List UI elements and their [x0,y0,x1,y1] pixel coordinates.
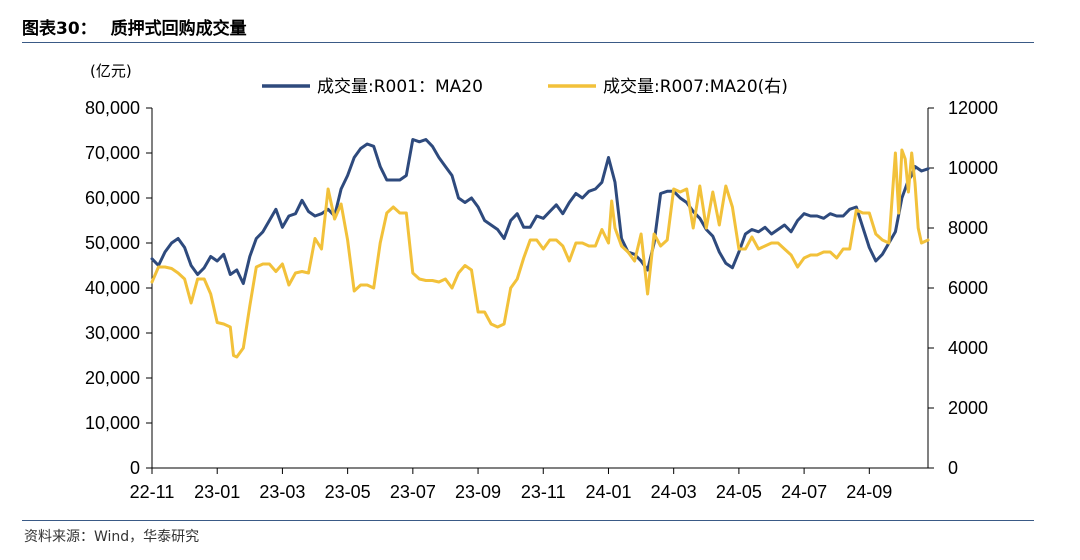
right-tick-label: 12000 [948,98,998,118]
right-tick-label: 8000 [948,218,988,238]
x-tick-label: 22-11 [130,482,175,502]
right-tick-label: 10000 [948,158,998,178]
right-tick-label: 2000 [948,398,988,418]
figure-header: 图表30： 质押式回购成交量 [22,14,1034,43]
x-tick-label: 23-07 [390,482,436,502]
x-tick-label: 24-07 [781,482,827,502]
left-tick-label: 10,000 [85,413,140,433]
x-tick-label: 23-01 [194,482,240,502]
legend-label-r001: 成交量:R001：MA20 [317,77,483,97]
figure-title-text: 质押式回购成交量 [110,19,247,39]
right-tick-label: 0 [948,458,958,478]
left-tick-label: 80,000 [85,98,140,118]
right-tick-label: 4000 [948,338,988,358]
x-tick-label: 24-09 [846,482,892,502]
axes: 0 10,000 20,000 30,000 40,000 50,000 60,000 70,… [85,98,998,502]
left-tick-label: 40,000 [85,278,140,298]
right-tick-label: 6000 [948,278,988,298]
left-tick-label: 70,000 [85,143,140,163]
left-tick-label: 20,000 [85,368,140,388]
x-tick-label: 24-05 [716,482,762,502]
series-line-r001 [150,138,930,285]
left-tick-label: 50,000 [85,233,140,253]
left-axis-unit: (亿元) [90,62,132,80]
figure-title: 图表30： 质押式回购成交量 [22,14,247,39]
source-note: 资料来源：Wind，华泰研究 [24,529,200,545]
legend-label-r007: 成交量:R007:MA20(右) [603,77,788,97]
legend: 成交量:R001：MA20 成交量:R007:MA20(右) [262,77,788,97]
figure-label: 图表30： [22,19,97,39]
line-chart: (亿元) 成交量:R001：MA20 成交量:R007:MA20(右) 0 10,… [85,62,998,502]
x-tick-label: 23-05 [325,482,371,502]
x-tick-label: 23-09 [455,482,501,502]
series-line-r007 [150,148,930,359]
x-tick-label: 23-11 [521,482,566,502]
left-tick-label: 30,000 [85,323,140,343]
x-tick-label: 24-03 [651,482,697,502]
left-tick-label: 0 [130,458,140,478]
footer-divider [22,520,1034,521]
series-group [150,138,930,359]
left-tick-label: 60,000 [85,188,140,208]
x-tick-label: 23-03 [259,482,305,502]
x-tick-label: 24-01 [585,482,631,502]
